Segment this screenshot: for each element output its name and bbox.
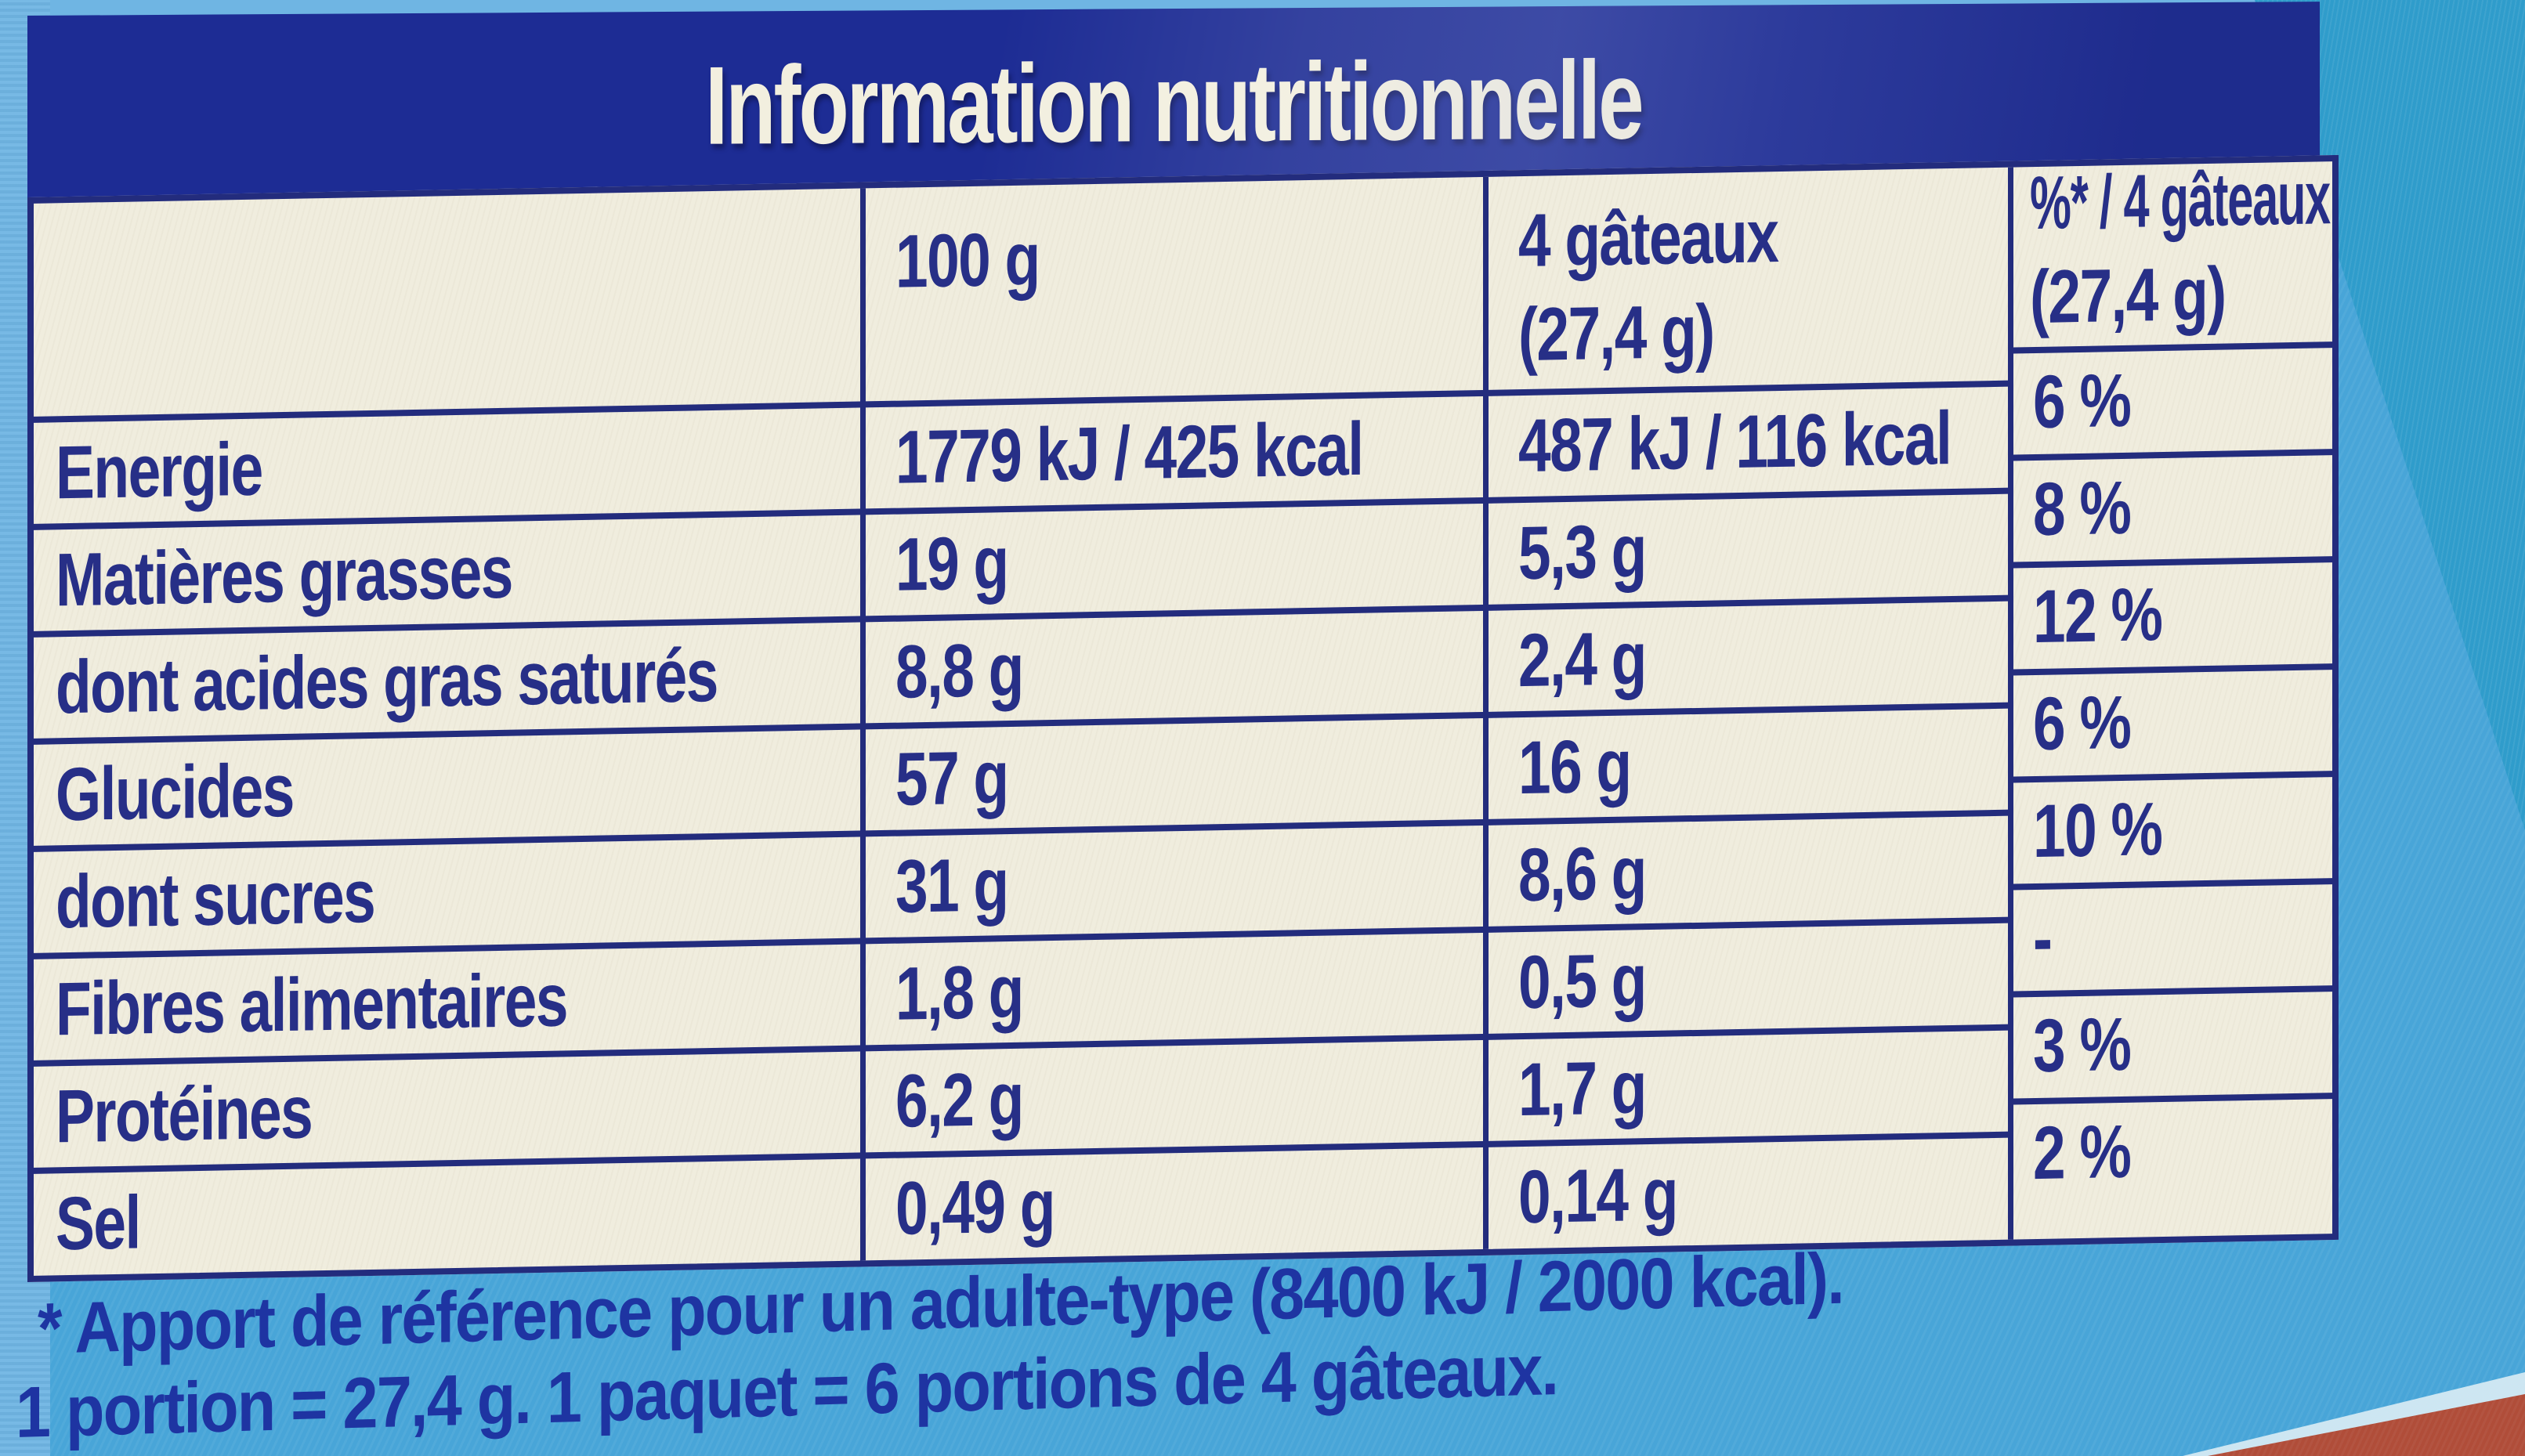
value-per-100g: 31 g xyxy=(895,843,1008,929)
row-label: Sel xyxy=(56,1180,140,1266)
value-per-portion: 2,4 g xyxy=(1518,616,1646,703)
value-per-100g: 8,8 g xyxy=(895,627,1023,714)
row-label: Energie xyxy=(56,427,262,515)
nutrition-table: 100 g 4 gâteaux (27,4 g) %* / 4 gâteaux … xyxy=(27,154,2339,1282)
value-per-100g: 1779 kJ / 425 kcal xyxy=(895,406,1363,500)
row-label: Glucides xyxy=(56,748,294,837)
value-percent-ri: 12 % xyxy=(2033,573,2162,659)
value-percent-ri: 3 % xyxy=(2033,1002,2131,1089)
row-label: Fibres alimentaires xyxy=(56,958,567,1052)
page-title: Information nutritionnelle xyxy=(705,38,1642,168)
value-per-portion: 8,6 g xyxy=(1518,831,1646,918)
row-label: Protéines xyxy=(56,1070,313,1159)
value-per-portion: 0,5 g xyxy=(1518,938,1646,1025)
column-header-percent-line2: (27,4 g) xyxy=(2030,251,2226,340)
value-per-100g: 0,49 g xyxy=(895,1163,1054,1251)
value-percent-ri: 10 % xyxy=(2033,787,2162,874)
row-label: dont sucres xyxy=(56,854,375,945)
row-label: dont acides gras saturés xyxy=(56,633,718,730)
value-per-100g: 19 g xyxy=(895,521,1008,607)
value-percent-ri: 2 % xyxy=(2033,1109,2131,1196)
value-percent-ri: 6 % xyxy=(2033,358,2131,445)
value-per-portion: 16 g xyxy=(1518,724,1631,811)
column-header-percent-line1: %* / 4 gâteaux xyxy=(2030,156,2330,246)
column-header-100g: 100 g xyxy=(895,217,1040,304)
value-percent-ri: 6 % xyxy=(2033,680,2131,767)
grid-hline-pct xyxy=(2008,341,2332,354)
value-percent-ri: - xyxy=(2033,896,2052,981)
row-label: Matières grasses xyxy=(56,529,512,623)
column-header-portion-line2: (27,4 g) xyxy=(1518,289,1714,378)
value-percent-ri: 8 % xyxy=(2033,465,2131,552)
value-per-portion: 5,3 g xyxy=(1518,509,1646,596)
value-per-portion: 0,14 g xyxy=(1518,1152,1677,1240)
value-per-portion: 487 kJ / 116 kcal xyxy=(1518,396,1952,489)
column-header-portion-line1: 4 gâteaux xyxy=(1518,194,1778,284)
value-per-100g: 1,8 g xyxy=(895,949,1023,1036)
value-per-100g: 57 g xyxy=(895,735,1008,822)
value-per-portion: 1,7 g xyxy=(1518,1046,1646,1133)
value-per-100g: 6,2 g xyxy=(895,1057,1023,1143)
